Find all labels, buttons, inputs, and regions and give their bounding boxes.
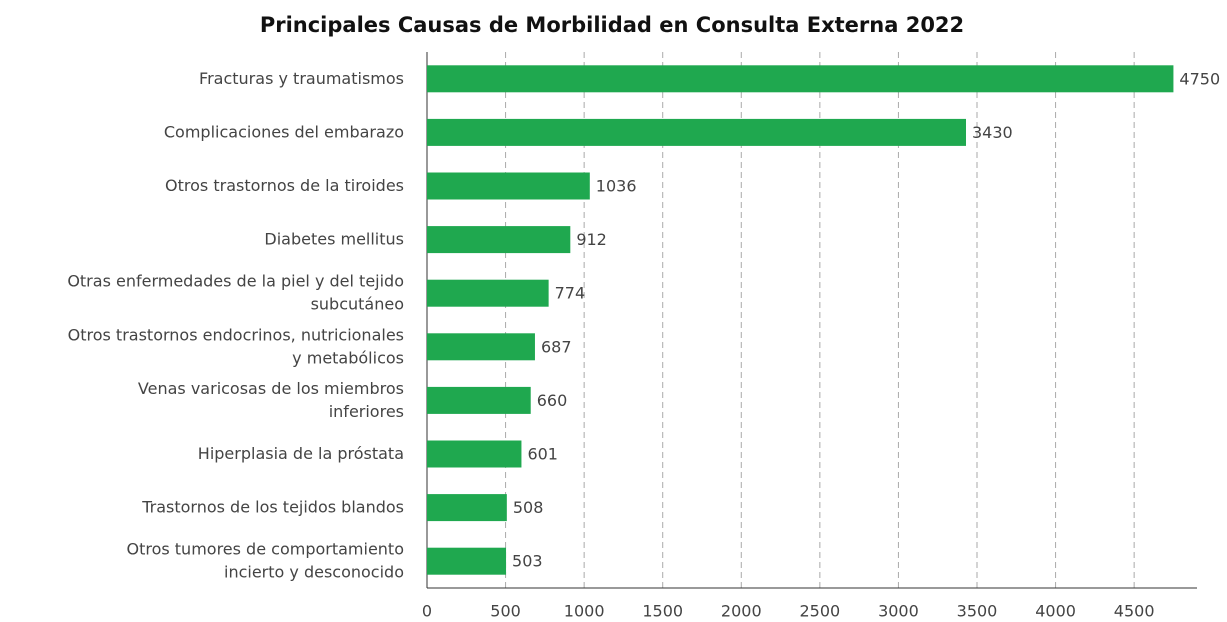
y-tick-label: Otras enfermedades de la piel y del teji… <box>67 271 404 313</box>
value-label: 503 <box>512 552 543 571</box>
y-tick-label-line: Trastornos de los tejidos blandos <box>141 497 404 516</box>
y-tick-label-line: incierto y desconocido <box>224 562 404 581</box>
x-tick-label: 3500 <box>957 602 998 621</box>
x-tick-label: 500 <box>490 602 521 621</box>
y-tick-label: Trastornos de los tejidos blandos <box>141 497 404 516</box>
value-label: 660 <box>537 391 568 410</box>
y-tick-label: Otros trastornos endocrinos, nutricional… <box>68 325 404 367</box>
y-tick-label: Hiperplasia de la próstata <box>198 444 404 463</box>
y-tick-label-line: Otros trastornos de la tiroides <box>165 176 404 195</box>
x-tick-label: 1500 <box>642 602 683 621</box>
bar <box>427 279 549 307</box>
bar <box>427 226 571 254</box>
chart-title: Principales Causas de Morbilidad en Cons… <box>260 13 964 37</box>
bar <box>427 386 531 414</box>
x-tick-label: 0 <box>422 602 432 621</box>
y-tick-label-line: Fracturas y traumatismos <box>199 68 404 87</box>
y-tick-label-line: Complicaciones del embarazo <box>164 122 404 141</box>
x-tick-label: 2500 <box>799 602 840 621</box>
x-tick-label: 1000 <box>564 602 605 621</box>
value-label: 4750 <box>1179 69 1220 88</box>
bar <box>427 494 507 522</box>
bar <box>427 440 522 468</box>
y-tick-label-line: Venas varicosas de los miembros <box>138 378 404 397</box>
value-label: 774 <box>555 284 586 303</box>
y-tick-label: Complicaciones del embarazo <box>164 122 404 141</box>
y-tick-label: Diabetes mellitus <box>264 229 404 248</box>
x-tick-label: 2000 <box>721 602 762 621</box>
y-tick-label-line: Otras enfermedades de la piel y del teji… <box>67 271 404 290</box>
bar <box>427 172 590 200</box>
y-tick-label: Fracturas y traumatismos <box>199 68 404 87</box>
y-tick-label-line: inferiores <box>329 401 404 420</box>
x-tick-label: 4500 <box>1114 602 1155 621</box>
x-tick-label: 4000 <box>1035 602 1076 621</box>
y-tick-label-line: y metabólicos <box>292 348 404 367</box>
y-tick-label-line: Otros tumores de comportamiento <box>126 539 404 558</box>
value-label: 3430 <box>972 123 1013 142</box>
bar <box>427 65 1174 93</box>
bar <box>427 333 535 361</box>
value-label: 508 <box>513 498 544 517</box>
y-tick-label-line: Otros trastornos endocrinos, nutricional… <box>68 325 404 344</box>
value-label: 601 <box>527 445 558 464</box>
y-tick-label: Otros tumores de comportamiento incierto … <box>126 539 404 581</box>
y-tick-label-line: subcutáneo <box>311 294 404 313</box>
bar <box>427 118 966 146</box>
value-label: 687 <box>541 337 572 356</box>
y-tick-label: Venas varicosas de los miembros inferiore… <box>138 378 404 420</box>
x-tick-label: 3000 <box>878 602 919 621</box>
y-tick-label-line: Diabetes mellitus <box>264 229 404 248</box>
y-tick-label: Otros trastornos de la tiroides <box>165 176 404 195</box>
y-tick-label-line: Hiperplasia de la próstata <box>198 444 404 463</box>
bar <box>427 547 507 575</box>
value-label: 1036 <box>596 177 637 196</box>
value-label: 912 <box>576 230 607 249</box>
